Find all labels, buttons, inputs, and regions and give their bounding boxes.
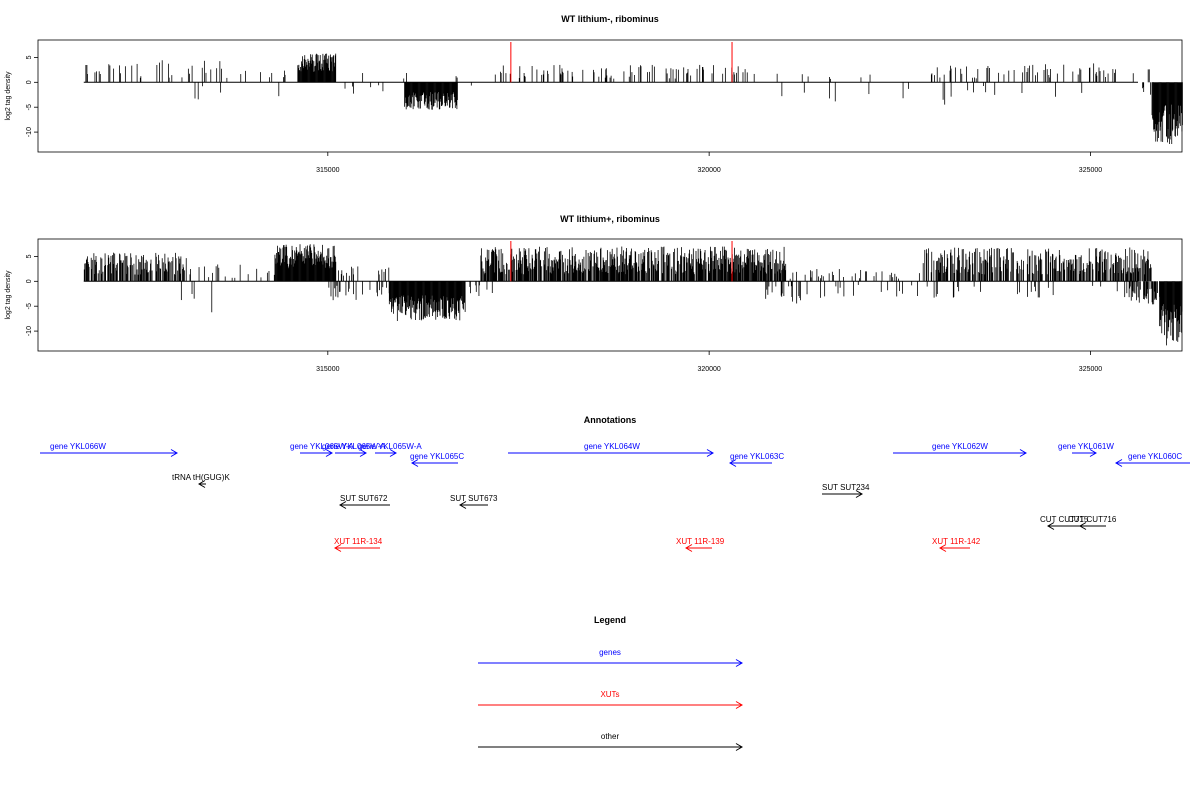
annotation-feature: tRNA tH(GUG)K	[172, 473, 230, 488]
annotation-feature: gene YKL065W-A	[290, 442, 354, 457]
annotation-feature: gene YKL061W	[1058, 442, 1114, 457]
annotation-feature: gene YKL065W-A	[358, 442, 422, 457]
arrow-head	[325, 449, 333, 457]
y-tick-label: -10	[26, 326, 33, 336]
track-panel-1: WT lithium-, ribominus 5 0 -5 -10 log2 tag de…	[5, 14, 1183, 174]
y-tick-label: 0	[26, 80, 33, 84]
panel-title: WT lithium+, ribominus	[560, 214, 660, 224]
arrow-head	[411, 459, 419, 467]
arrow-head	[198, 480, 206, 488]
annotation-feature: CUT CUT715	[1040, 515, 1089, 530]
y-tick-label: 5	[26, 55, 33, 59]
arrow-head	[729, 459, 737, 467]
track-panel-2: WT lithium+, ribominus 5 0 -5 -10 log2 tag de…	[5, 214, 1183, 373]
annotation-label: gene YKL065W-A	[290, 442, 354, 451]
annotation-label: CUT CUT716	[1068, 515, 1117, 524]
annotation-feature: gene YKL065C	[410, 452, 464, 467]
legend-entry: genes	[478, 648, 743, 667]
panel-title: WT lithium-, ribominus	[561, 14, 659, 24]
annotation-label: gene YKL065W-A	[322, 442, 386, 451]
annotation-feature: XUT 11R-134	[334, 537, 383, 552]
arrow-head	[735, 743, 743, 751]
legend-title: Legend	[594, 615, 626, 625]
annotation-label: gene YKL064W	[584, 442, 640, 451]
y-tick-label: -10	[26, 127, 33, 137]
arrow-head	[359, 449, 367, 457]
y-axis-label: log2 tag density	[5, 71, 12, 121]
annotation-feature: gene YKL062W	[893, 442, 1027, 457]
annotation-label: gene YKL060C	[1128, 452, 1182, 461]
annotation-label: tRNA tH(GUG)K	[172, 473, 230, 482]
arrow-head	[1115, 459, 1123, 467]
bars	[85, 53, 1183, 145]
legend-label: genes	[599, 648, 621, 657]
annotation-feature: gene YKL064W	[508, 442, 714, 457]
x-tick-label: 315000	[316, 167, 339, 174]
annotation-label: XUT 11R-139	[676, 537, 725, 546]
arrow-head	[939, 544, 947, 552]
x-tick-label: 315000	[316, 366, 339, 373]
plot-frame	[37, 39, 1183, 153]
arrow-head	[459, 501, 467, 509]
y-axis-label: log2 tag density	[5, 270, 12, 320]
annotation-feature: gene YKL065W-A	[322, 442, 386, 457]
arrow-head	[735, 701, 743, 709]
annotation-label: gene YKL061W	[1058, 442, 1114, 451]
arrow-head	[334, 544, 342, 552]
plot-frame	[37, 238, 1183, 352]
arrow-head	[735, 659, 743, 667]
y-tick-label: -5	[26, 303, 33, 309]
arrow-head	[706, 449, 714, 457]
y-tick-label: -5	[26, 104, 33, 110]
annotation-label: gene YKL063C	[730, 452, 784, 461]
annotation-label: gene YKL062W	[932, 442, 988, 451]
legend-entry: XUTs	[478, 690, 743, 709]
annotation-label: CUT CUT715	[1040, 515, 1089, 524]
bars	[83, 244, 1183, 346]
annotation-feature: XUT 11R-139	[676, 537, 725, 552]
annotation-label: SUT SUT234	[822, 483, 870, 492]
y-tick-label: 0	[26, 279, 33, 283]
annotation-feature: SUT SUT672	[339, 494, 390, 509]
annotation-label: SUT SUT672	[340, 494, 388, 503]
annotation-label: SUT SUT673	[450, 494, 498, 503]
annotation-feature: SUT SUT234	[822, 483, 870, 498]
arrow-head	[1019, 449, 1027, 457]
legend: Legend genes XUTs other	[478, 615, 743, 751]
arrow-head	[855, 490, 863, 498]
legend-label: other	[601, 732, 620, 741]
legend-label: XUTs	[600, 690, 619, 699]
x-tick-label: 320000	[697, 366, 720, 373]
arrow-head	[1089, 449, 1097, 457]
y-tick-label: 5	[26, 254, 33, 258]
arrow-head	[170, 449, 178, 457]
annotation-label: XUT 11R-142	[932, 537, 981, 546]
arrow-head	[339, 501, 347, 509]
annotation-feature: SUT SUT673	[450, 494, 498, 509]
annotation-label: gene YKL065C	[410, 452, 464, 461]
annotations-title: Annotations	[584, 415, 637, 425]
x-tick-label: 325000	[1079, 167, 1102, 174]
annotation-feature: gene YKL063C	[729, 452, 784, 467]
annotation-feature: XUT 11R-142	[932, 537, 981, 552]
x-tick-label: 325000	[1079, 366, 1102, 373]
arrow-head	[1079, 522, 1087, 530]
arrow-head	[1047, 522, 1055, 530]
annotation-feature: CUT CUT716	[1068, 515, 1117, 530]
arrow-head	[685, 544, 693, 552]
annotation-feature: gene YKL060C	[1115, 452, 1190, 467]
x-tick-label: 320000	[697, 167, 720, 174]
annotation-label: gene YKL066W	[50, 442, 106, 451]
annotation-label: gene YKL065W-A	[358, 442, 422, 451]
arrow-head	[389, 449, 397, 457]
annotation-feature: gene YKL066W	[40, 442, 178, 457]
annotation-label: XUT 11R-134	[334, 537, 383, 546]
legend-entry: other	[478, 732, 743, 751]
